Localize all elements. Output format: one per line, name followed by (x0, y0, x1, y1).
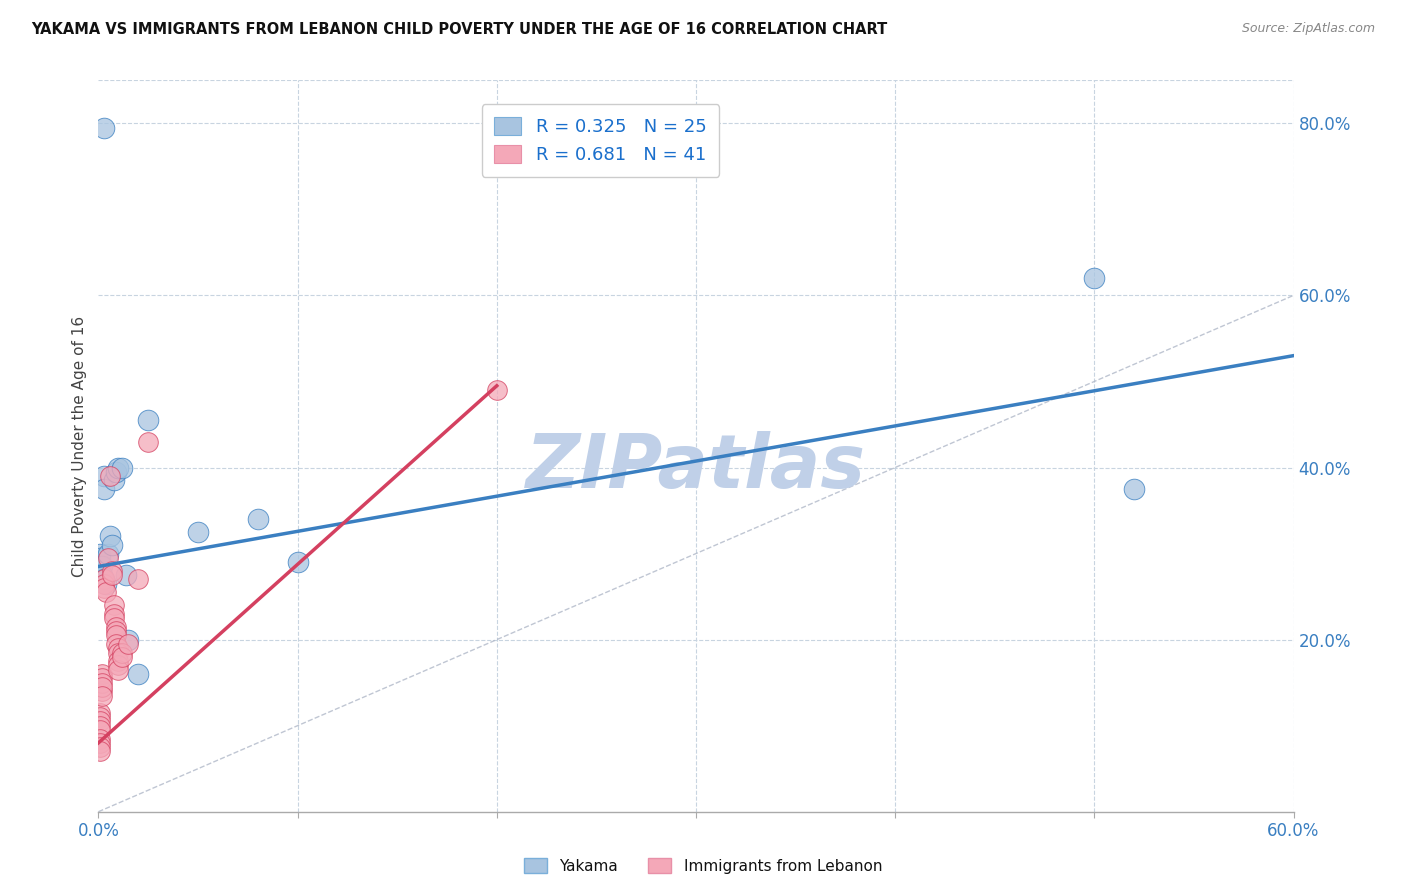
Point (1083, 271, 1105, 285)
Point (1123, 482, 1146, 496)
Text: ZIPatlas: ZIPatlas (526, 432, 866, 505)
Point (103, 598, 125, 612)
Point (96, 585, 118, 599)
Point (136, 434, 159, 449)
Point (136, 413, 159, 427)
Point (117, 632, 139, 647)
Point (101, 568, 124, 582)
Point (89, 723, 111, 737)
Point (107, 654, 129, 668)
Point (105, 465, 128, 479)
Point (89, 736, 111, 750)
Y-axis label: Child Poverty Under the Age of 16: Child Poverty Under the Age of 16 (72, 316, 87, 576)
Point (93, 120, 115, 135)
Point (89, 719, 111, 733)
Point (107, 658, 129, 673)
Point (107, 663, 129, 677)
Text: YAKAMA VS IMMIGRANTS FROM LEBANON CHILD POVERTY UNDER THE AGE OF 16 CORRELATION : YAKAMA VS IMMIGRANTS FROM LEBANON CHILD … (31, 22, 887, 37)
Point (93, 581, 115, 595)
Point (89, 550, 111, 565)
Point (111, 646, 134, 660)
Point (93, 573, 115, 587)
Point (89, 710, 111, 724)
Point (107, 641, 129, 656)
Point (115, 568, 138, 582)
Point (91, 568, 114, 582)
Point (105, 624, 128, 638)
Text: Source: ZipAtlas.com: Source: ZipAtlas.com (1241, 22, 1375, 36)
Point (107, 460, 129, 475)
Point (97, 547, 120, 561)
Point (105, 637, 128, 651)
Point (485, 383, 508, 397)
Point (93, 573, 115, 587)
Point (89, 706, 111, 720)
Point (91, 671, 114, 685)
Point (91, 675, 114, 690)
Point (105, 628, 128, 642)
Point (103, 607, 125, 621)
Point (101, 538, 124, 552)
Point (187, 524, 209, 539)
Point (127, 667, 149, 681)
Point (98, 529, 122, 543)
Point (89, 547, 111, 561)
Point (89, 744, 111, 758)
Point (91, 684, 114, 698)
Point (89, 714, 111, 729)
Point (117, 637, 139, 651)
Point (89, 740, 111, 755)
Point (127, 573, 149, 587)
Point (91, 689, 114, 703)
Point (103, 611, 125, 625)
Point (93, 469, 115, 483)
Point (93, 482, 115, 496)
Point (107, 646, 129, 660)
Point (89, 731, 111, 746)
Point (97, 550, 120, 565)
Point (91, 667, 114, 681)
Point (96, 576, 118, 591)
Point (93, 576, 115, 591)
Point (105, 620, 128, 634)
Point (103, 474, 125, 488)
Point (287, 555, 309, 569)
Point (111, 460, 134, 475)
Point (91, 680, 114, 694)
Point (91, 559, 114, 574)
Point (246, 512, 269, 526)
Point (98, 469, 122, 483)
Point (111, 649, 134, 664)
Legend: R = 0.325   N = 25, R = 0.681   N = 41: R = 0.325 N = 25, R = 0.681 N = 41 (482, 104, 718, 177)
Legend: Yakama, Immigrants from Lebanon: Yakama, Immigrants from Lebanon (517, 852, 889, 880)
Point (101, 564, 124, 578)
